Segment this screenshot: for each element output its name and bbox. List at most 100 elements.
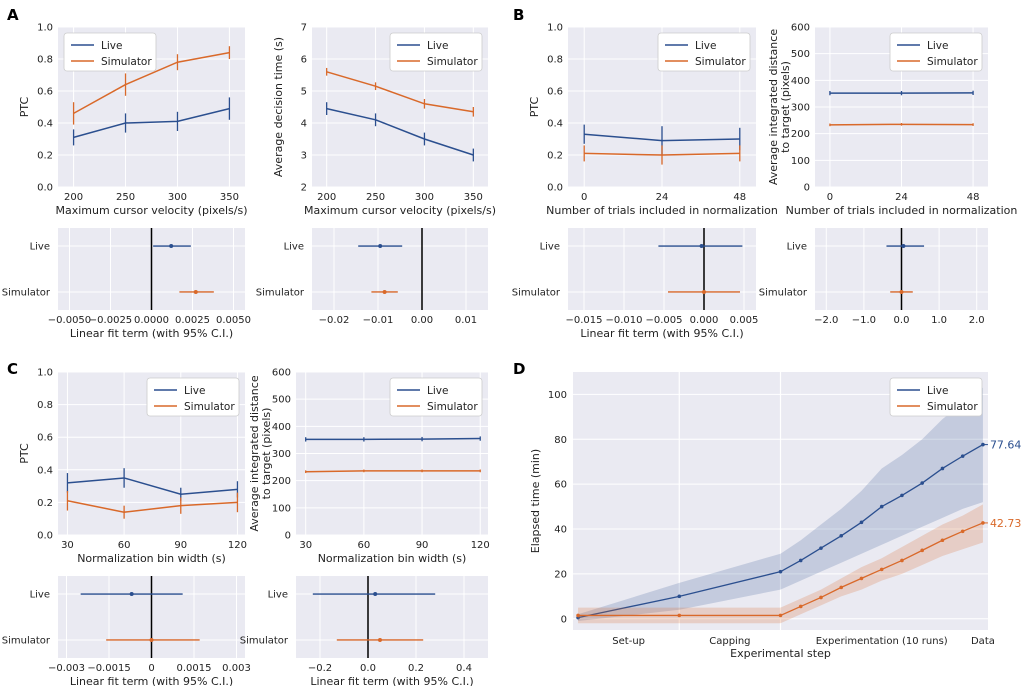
end-value-label-simulator: 42.73	[990, 517, 1021, 530]
y-axis-label: Average integrated distanceto target (pi…	[248, 375, 273, 531]
data-point-simulator	[576, 613, 580, 618]
x-tick-label: −1.0	[852, 315, 876, 326]
data-point-live	[859, 520, 864, 525]
row-label-simulator: Simulator	[2, 287, 51, 298]
data-point-live	[981, 442, 985, 447]
x-tick-label: 24	[656, 192, 669, 203]
end-value-label-live: 77.64	[990, 439, 1021, 452]
x-tick-label: 48	[733, 192, 746, 203]
y-tick-label: 300	[272, 449, 291, 460]
chart-c1: 0.0 0.2 0.4 0.6 0.8 1.0 30 60 90 120 Live Simulator…	[18, 368, 247, 566]
y-tick-label: 500	[791, 49, 810, 60]
y-tick-label: 100	[272, 503, 291, 514]
x-tick-label: 1.0	[931, 315, 947, 326]
chart-a2: 2 3 4 5 6 7 200 250 300 350 Live Simulator Maximum c…	[272, 23, 496, 218]
panel-letter-c: C	[7, 360, 18, 378]
y-tick-label: 0.6	[547, 87, 563, 98]
panel-letter-d: D	[513, 360, 525, 378]
x-tick-label: −0.010	[605, 315, 642, 326]
chart-d: 0 20 40 60 80 100 Set-up Capping Experimentation…	[529, 372, 1021, 660]
x-tick-label: 60	[118, 540, 131, 551]
legend-label-simulator: Simulator	[184, 401, 235, 413]
x-tick-label: 48	[967, 192, 980, 203]
x-tick-label: 0.005	[730, 315, 759, 326]
x-tick-label: Experimentation (10 runs)	[816, 636, 948, 647]
y-tick-label: 100	[791, 156, 810, 167]
data-point-simulator	[900, 558, 904, 563]
x-tick-label: 0	[581, 192, 587, 203]
x-tick-label: 90	[174, 540, 187, 551]
x-tick-label: −0.005	[645, 315, 682, 326]
y-tick-label: 80	[554, 435, 567, 446]
row-label-simulator: Simulator	[240, 635, 289, 646]
row-label-simulator: Simulator	[256, 287, 305, 298]
x-tick-label: 30	[299, 540, 312, 551]
x-tick-label: −2.0	[814, 315, 838, 326]
y-tick-label: 0.2	[547, 151, 563, 162]
data-point-simulator	[920, 548, 925, 553]
chart-a3: −0.0050−0.0025 0.0000 0.0025 0.0050 Live Simu…	[2, 228, 251, 340]
data-point-live	[960, 454, 965, 458]
x-tick-label: Set-up	[612, 636, 645, 647]
legend-label-simulator: Simulator	[695, 56, 746, 68]
y-tick-label: 500	[272, 395, 291, 406]
data-point-live	[839, 533, 844, 538]
x-tick-label: 0.00	[411, 315, 433, 326]
row-label-live: Live	[30, 242, 50, 253]
series-line-live	[67, 477, 238, 496]
chart-c3: −0.003 −0.0015 0 0.0015 0.003 Live Simulator Li…	[2, 576, 251, 686]
data-point-simulator	[798, 604, 803, 609]
y-tick-label: 0.0	[37, 183, 53, 194]
x-tick-label: −0.0015	[87, 663, 130, 674]
x-tick-label: Capping	[709, 636, 750, 647]
y-axis-label-line: Average integrated distance	[767, 29, 780, 185]
x-tick-label: 120	[471, 540, 490, 551]
y-tick-label: 300	[791, 103, 810, 114]
y-tick-label: 100	[548, 390, 567, 401]
row-label-live: Live	[284, 242, 304, 253]
x-axis-label: Normalization bin width (s)	[318, 552, 467, 565]
y-tick-label: 600	[272, 368, 291, 379]
series-line-simulator	[326, 71, 474, 113]
data-point-live	[920, 481, 925, 485]
estimate-point-live	[699, 244, 704, 249]
row-label-live: Live	[268, 590, 288, 601]
legend: Live Simulator	[389, 377, 483, 417]
legend-label-simulator: Simulator	[427, 401, 478, 413]
x-tick-label: 200	[64, 192, 83, 203]
chart-b4: −2.0 −1.0 0.0 1.0 2.0 Live Simulator	[759, 228, 988, 326]
legend-label-live: Live	[695, 40, 716, 52]
y-tick-label: 1.0	[37, 368, 53, 379]
data-point-simulator	[677, 613, 682, 618]
x-tick-label: 0.0	[894, 315, 910, 326]
y-axis-label-line: to target (pixels)	[779, 61, 792, 153]
x-axis-label: Normalization bin width (s)	[77, 552, 226, 565]
x-axis-label: Maximum cursor velocity (pixels/s)	[56, 204, 248, 217]
x-tick-label: 0.01	[455, 315, 477, 326]
x-axis-label: Linear fit term (with 95% C.I.)	[70, 675, 233, 686]
y-tick-label: 0.6	[37, 433, 53, 444]
y-tick-label: 0	[285, 531, 291, 542]
panel-letter-a: A	[7, 6, 19, 24]
estimate-point-live	[373, 592, 378, 597]
y-axis-label: PTC	[18, 96, 31, 117]
x-tick-label: 350	[464, 192, 483, 203]
y-tick-label: 0.4	[37, 465, 53, 476]
legend-label-live: Live	[427, 385, 448, 397]
estimate-point-simulator	[378, 637, 382, 642]
legend-label-simulator: Simulator	[101, 56, 152, 68]
row-label-live: Live	[30, 590, 50, 601]
x-axis-label: Linear fit term (with 95% C.I.)	[70, 327, 233, 340]
x-axis-label: Number of trials included in normalizati…	[546, 204, 778, 217]
y-tick-label: 0.4	[547, 119, 563, 130]
x-tick-label: 300	[415, 192, 434, 203]
y-tick-label: 5	[301, 87, 307, 98]
legend: Live Simulator	[63, 32, 157, 72]
x-tick-label: −0.003	[48, 663, 85, 674]
estimate-point-live	[169, 244, 174, 249]
data-point-simulator	[859, 576, 864, 581]
x-tick-label: 0.0015	[177, 663, 212, 674]
data-point-live	[819, 546, 823, 550]
x-tick-label: Data	[971, 636, 995, 647]
x-tick-label: −0.01	[363, 315, 394, 326]
